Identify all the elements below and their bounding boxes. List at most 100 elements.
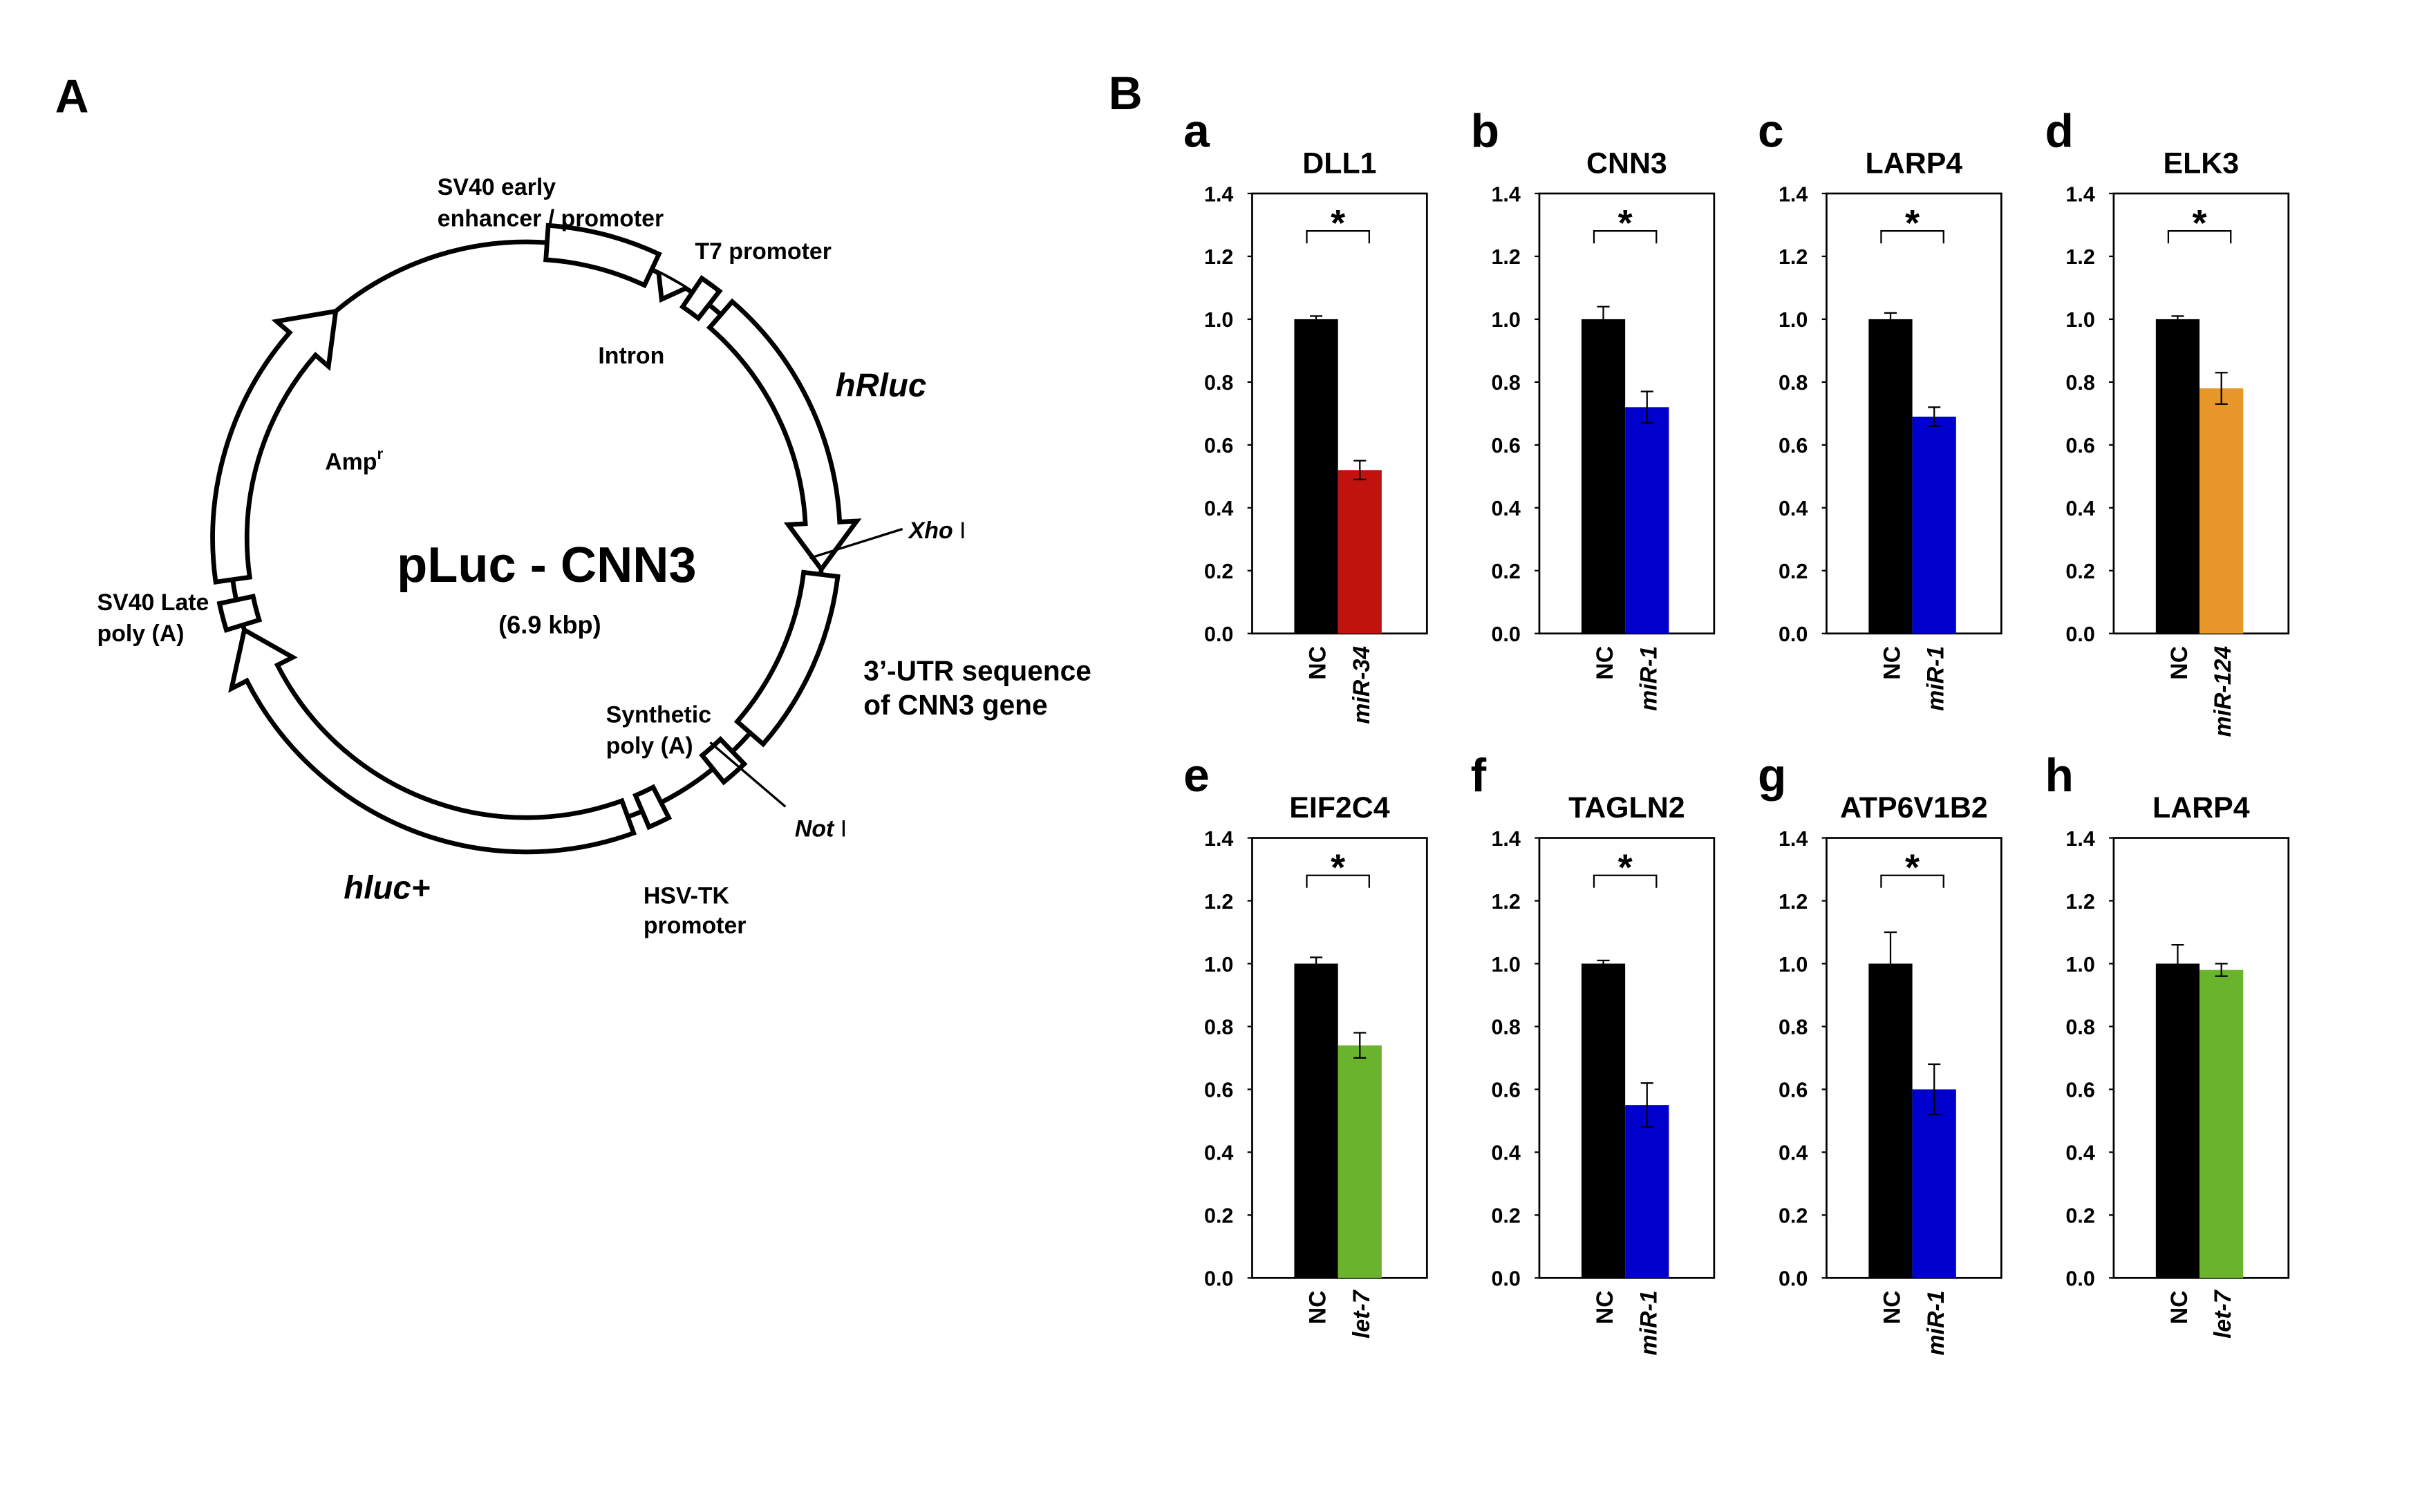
bar — [1625, 1105, 1669, 1278]
label: A — [55, 71, 89, 123]
bar — [2199, 388, 2244, 634]
label: 0.8 — [1779, 1016, 1808, 1039]
label: Synthetic — [606, 701, 711, 728]
label: a — [1183, 105, 1210, 157]
label: 0.4 — [1204, 497, 1233, 520]
sv40-late-polya — [216, 594, 263, 633]
label: 0.2 — [1779, 560, 1808, 583]
label: poly (A) — [606, 733, 693, 759]
error-bar — [1884, 931, 1897, 996]
xho-site — [809, 527, 903, 560]
label: 0.2 — [1491, 560, 1520, 583]
label: 0.4 — [1491, 497, 1520, 520]
error-bar — [2171, 944, 2184, 983]
label: 0.8 — [1204, 1016, 1233, 1039]
error-bar — [1310, 315, 1323, 323]
label: 1.0 — [2065, 953, 2094, 976]
not-site — [709, 741, 787, 808]
label: NC — [2166, 1290, 2193, 1324]
bar — [1294, 963, 1338, 1278]
label: 0.6 — [1779, 1079, 1808, 1102]
label: 0.0 — [2065, 1267, 2094, 1291]
label: of CNN3 gene — [863, 689, 1047, 721]
label: 0.4 — [1779, 497, 1808, 520]
bar — [1868, 963, 1913, 1278]
significance-bracket — [1593, 230, 1658, 244]
label: 0.8 — [2065, 371, 2094, 395]
hsvtk-promoter — [632, 784, 673, 831]
bar — [1912, 1089, 1956, 1278]
label: d — [2045, 105, 2074, 157]
error-bar — [1640, 390, 1653, 424]
label: 0.8 — [1491, 1016, 1520, 1039]
label: * — [2193, 202, 2208, 244]
error-bar — [1310, 956, 1323, 971]
significance-bracket — [1880, 230, 1944, 244]
label: 0.2 — [2065, 560, 2094, 583]
label: 1.0 — [1779, 308, 1808, 332]
significance-bracket — [1880, 874, 1944, 888]
error-bar — [1928, 1063, 1941, 1115]
significance-bracket — [1306, 874, 1370, 888]
label: 3’-UTR sequence — [863, 654, 1091, 686]
label: 0.6 — [2065, 1079, 2094, 1102]
label: miR-1 — [1923, 646, 1949, 711]
label: enhancer / promoter — [438, 205, 664, 231]
label: 1.4 — [1204, 827, 1233, 851]
label: 0.6 — [1779, 434, 1808, 457]
label: NC — [1879, 1290, 1906, 1324]
label: h — [2045, 750, 2074, 802]
plain-part: I — [834, 815, 847, 842]
label: 0.2 — [1779, 1204, 1808, 1228]
hrluc-gene — [706, 298, 862, 574]
italic-part: Not — [795, 815, 835, 842]
label: ATP6V1B2 — [1840, 791, 1988, 824]
label: 0.8 — [1779, 371, 1808, 395]
error-bar — [1353, 1032, 1367, 1059]
utr-region — [733, 569, 841, 748]
label: B — [1109, 68, 1143, 120]
bar — [1581, 319, 1626, 634]
label: 1.4 — [1779, 182, 1808, 206]
label: 1.0 — [1491, 308, 1520, 332]
label: 0.0 — [1204, 623, 1233, 646]
error-bar — [2215, 963, 2228, 977]
label: promoter — [644, 912, 747, 938]
label: 1.2 — [1204, 245, 1233, 269]
label: 1.2 — [1779, 890, 1808, 914]
label: 1.2 — [2065, 245, 2094, 269]
label: let-7 — [1349, 1289, 1375, 1339]
label: * — [1618, 847, 1633, 889]
label: let-7 — [2210, 1289, 2236, 1339]
label: 1.2 — [1491, 245, 1520, 269]
label: 1.0 — [1491, 953, 1520, 976]
error-bar — [1353, 460, 1367, 481]
t7-promoter — [679, 275, 723, 322]
label: miR-1 — [1923, 1290, 1949, 1355]
label: 0.4 — [2065, 1142, 2094, 1165]
label: * — [1905, 202, 1920, 244]
label: 0.0 — [2065, 623, 2094, 646]
label: * — [1618, 202, 1633, 244]
bar — [1912, 416, 1956, 634]
error-bar — [1597, 959, 1610, 968]
label: 0.0 — [1491, 1267, 1520, 1291]
label: 1.4 — [2065, 182, 2094, 206]
xho-label: Xho I — [908, 518, 966, 544]
hluc-gene — [228, 626, 637, 855]
label: 0.4 — [2065, 497, 2094, 520]
label: 0.6 — [1204, 434, 1233, 457]
error-bar — [1597, 305, 1610, 333]
label: 0.6 — [1204, 1079, 1233, 1102]
label: * — [1905, 847, 1920, 889]
bar — [2155, 319, 2200, 634]
label: 0.4 — [1204, 1142, 1233, 1165]
not-label: Not I — [795, 815, 847, 842]
label: (6.9 kbp) — [498, 611, 601, 639]
bar — [1581, 963, 1626, 1278]
label: 1.4 — [1204, 182, 1233, 206]
intron — [656, 272, 687, 303]
label: 0.2 — [1491, 1204, 1520, 1228]
label: NC — [2166, 646, 2193, 680]
label: 0.0 — [1204, 1267, 1233, 1291]
